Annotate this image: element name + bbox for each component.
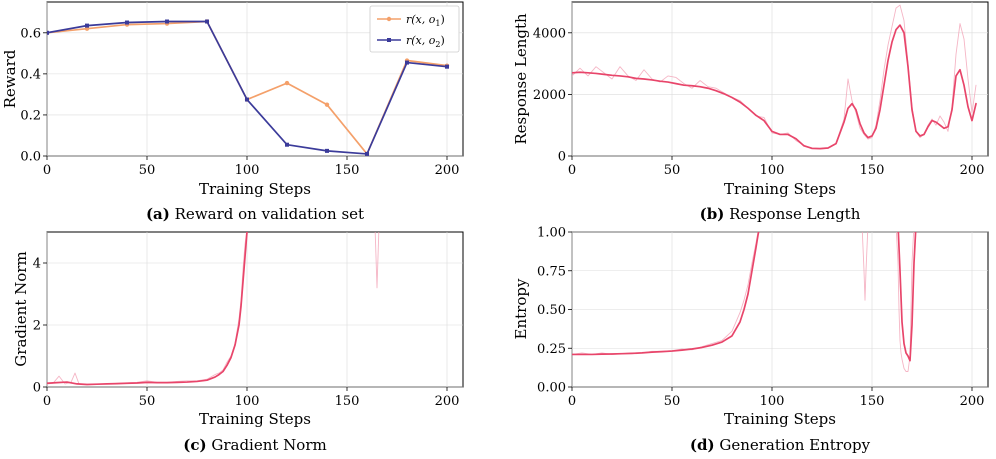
x-tick-label: 150	[860, 394, 885, 409]
x-tick-label: 0	[568, 163, 576, 178]
x-tick-label: 100	[760, 163, 785, 178]
y-tick-label: 0.6	[20, 26, 41, 41]
panel-c-frame	[46, 231, 464, 388]
y-tick-label: 0.2	[20, 108, 41, 123]
y-tick-label: 0.0	[20, 150, 41, 165]
panel-b-caption: (b) Response Length	[700, 205, 861, 223]
x-tick-label: 150	[335, 394, 360, 409]
panel-d-xlabel: Training Steps	[724, 410, 836, 428]
series-line-raw-dip-1	[861, 232, 869, 301]
panel-d: 0 50 100 150 200 0.00 0.25 0.50 0.75 1.00 Trainin…	[512, 226, 989, 454]
data-point	[85, 23, 89, 28]
data-point	[324, 102, 330, 107]
y-tick-label: 0	[33, 381, 41, 396]
panel-c-ylabel: Gradient Norm	[12, 251, 30, 366]
y-tick-label: 2	[33, 319, 41, 334]
panel-d-caption-letter: (d)	[690, 436, 715, 454]
panel-b-xlabel: Training Steps	[724, 180, 836, 198]
data-point	[445, 64, 449, 69]
data-point	[284, 80, 290, 86]
panel-a-xlabel: Training Steps	[199, 180, 311, 198]
x-tick-label: 100	[760, 394, 785, 409]
series-line-smoothed	[47, 232, 248, 386]
series-line-smoothed	[572, 24, 977, 150]
x-tick-label: 50	[664, 163, 681, 178]
y-tick-label: 4	[33, 257, 41, 272]
panel-d-caption-text: Generation Entropy	[715, 436, 871, 454]
data-point	[245, 97, 249, 102]
y-tick-label: 2000	[533, 88, 566, 103]
series-line-smoothed-dip	[897, 232, 917, 362]
panel-b-caption-letter: (b)	[700, 205, 725, 223]
x-tick-label: 200	[435, 394, 460, 409]
data-point	[325, 148, 329, 153]
y-tick-label: 0.00	[537, 381, 566, 396]
legend-label-o2: r(x, o2)	[406, 34, 445, 49]
data-point	[165, 19, 169, 24]
panel-c-caption-letter: (c)	[183, 436, 206, 454]
series-line-raw-spike	[374, 232, 380, 289]
x-tick-label: 150	[860, 163, 885, 178]
legend-marker-o1	[386, 16, 392, 22]
panel-a-caption-text: Reward on validation set	[170, 205, 364, 223]
y-tick-label: 0.4	[20, 67, 41, 82]
data-point	[365, 151, 369, 156]
y-tick-label: 4000	[533, 26, 566, 41]
data-point	[285, 142, 289, 147]
x-tick-label: 200	[960, 394, 985, 409]
series-line-smoothed	[572, 232, 760, 356]
data-point	[125, 20, 129, 25]
panel-a-caption: (a) Reward on validation set	[146, 205, 364, 223]
x-tick-label: 150	[335, 163, 360, 178]
x-tick-label: 0	[43, 163, 51, 178]
panel-a: 0 50 100 150 2000.00.20.40.6 Training Steps …	[1, 1, 464, 223]
y-tick-label: 0.50	[537, 303, 566, 318]
panel-a-legend: r(x, o1) r(x, o2)	[369, 5, 460, 53]
panel-c: 0 50 100 150 200 0 2 4 Training Steps Gradient …	[12, 231, 464, 454]
x-tick-label: 200	[435, 163, 460, 178]
x-tick-label: 50	[664, 394, 681, 409]
series-line-raw-dip-2	[895, 232, 915, 372]
x-tick-label: 0	[568, 394, 576, 409]
x-tick-label: 50	[139, 163, 156, 178]
legend-marker-o2	[387, 38, 391, 42]
x-tick-label: 100	[235, 163, 260, 178]
panel-a-caption-letter: (a)	[146, 205, 170, 223]
x-tick-label: 200	[960, 163, 985, 178]
panel-a-ylabel: Reward	[1, 49, 19, 108]
panel-d-caption: (d) Generation Entropy	[690, 436, 871, 454]
panel-b-ylabel: Response Length	[512, 13, 530, 145]
legend-label-o1: r(x, o1)	[406, 13, 445, 28]
y-tick-label: 0.25	[537, 342, 566, 357]
data-point	[47, 30, 49, 35]
x-tick-label: 100	[235, 394, 260, 409]
panel-c-caption-text: Gradient Norm	[207, 436, 327, 454]
x-tick-label: 50	[139, 394, 156, 409]
data-point	[405, 60, 409, 65]
x-tick-label: 0	[43, 394, 51, 409]
y-tick-label: 1.00	[537, 226, 566, 241]
series-line-raw	[47, 232, 248, 385]
panel-c-xlabel: Training Steps	[199, 410, 311, 428]
data-point	[205, 19, 209, 24]
y-tick-label: 0.75	[537, 264, 566, 279]
panel-c-caption: (c) Gradient Norm	[183, 436, 326, 454]
y-tick-label: 0	[558, 150, 566, 165]
panel-d-ylabel: Entropy	[512, 278, 530, 339]
panel-b-caption-text: Response Length	[724, 205, 860, 223]
